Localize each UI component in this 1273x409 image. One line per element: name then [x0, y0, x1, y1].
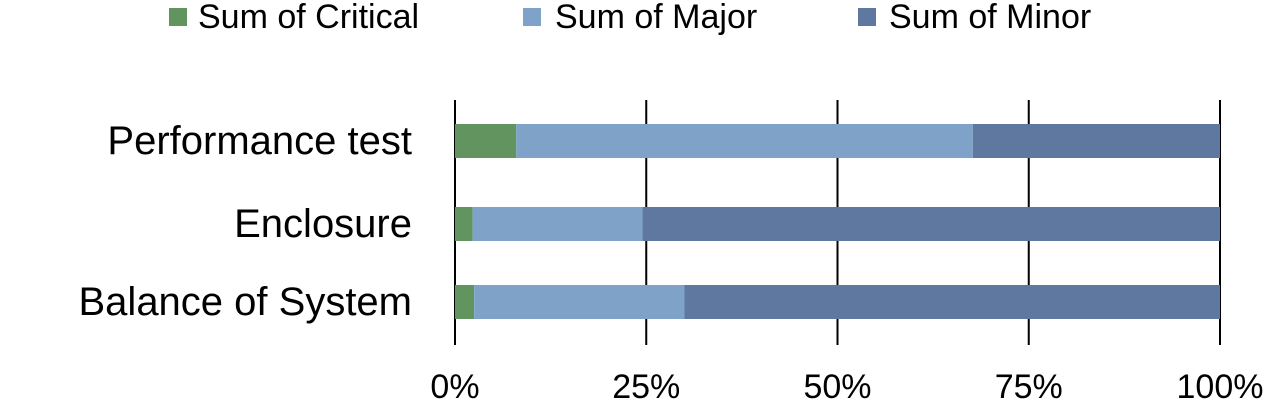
legend-swatch [169, 8, 187, 26]
legend-label: Sum of Minor [889, 0, 1091, 36]
bar-segment-sum-of-critical-enclosure [455, 207, 473, 241]
bars [455, 124, 1220, 319]
legend-label: Sum of Major [555, 0, 757, 36]
bar-segment-sum-of-minor-enclosure [642, 207, 1220, 241]
legend-item: Sum of Major [523, 0, 757, 36]
legend: Sum of Critical Sum of Major Sum of Minor [169, 0, 1091, 36]
legend-label: Sum of Critical [198, 0, 419, 36]
legend-swatch [523, 8, 541, 26]
x-tick-label: 25% [612, 368, 680, 406]
bar-segment-sum-of-critical-balance-of-system [455, 285, 475, 319]
x-tick-label: 75% [995, 368, 1063, 406]
legend-item: Sum of Minor [858, 0, 1091, 36]
bar-segment-sum-of-minor-performance-test [972, 124, 1220, 158]
category-label: Balance of System [79, 280, 413, 324]
bar-segment-sum-of-minor-balance-of-system [684, 285, 1220, 319]
x-axis-tick-labels: 0% 25% 50% 75% 100% [430, 368, 1263, 406]
category-label: Enclosure [234, 202, 412, 246]
x-tick-label: 0% [430, 368, 479, 406]
bar-segment-sum-of-major-enclosure [472, 207, 643, 241]
x-tick-label: 100% [1177, 368, 1264, 406]
legend-item: Sum of Critical [169, 0, 419, 36]
category-labels: Performance test Enclosure Balance of Syst… [79, 119, 413, 324]
bar-segment-sum-of-major-balance-of-system [474, 285, 685, 319]
bar-segment-sum-of-major-performance-test [516, 124, 973, 158]
legend-swatch [858, 8, 876, 26]
bar-segment-sum-of-critical-performance-test [455, 124, 517, 158]
x-tick-label: 50% [803, 368, 871, 406]
category-label: Performance test [107, 119, 412, 163]
